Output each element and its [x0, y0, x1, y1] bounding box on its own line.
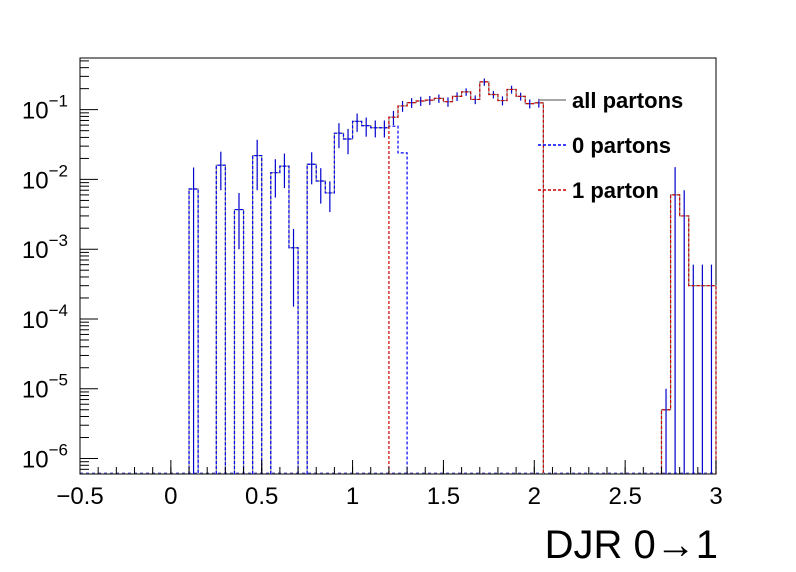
- y-tick-label: 10−6: [22, 441, 68, 474]
- plot-frame: [79, 57, 717, 475]
- x-tick-label: 2: [528, 483, 541, 510]
- series-step-line: [388, 81, 717, 474]
- legend: all partons 0 partons 1 parton: [538, 88, 683, 203]
- y-tick-label: 10−1: [22, 92, 68, 125]
- x-tick-label: 1: [346, 483, 359, 510]
- series-all-partons: [188, 78, 717, 474]
- series-step-line: [188, 120, 408, 474]
- x-tick-label: 0.5: [245, 483, 278, 510]
- legend-label: 0 partons: [572, 133, 671, 158]
- x-tick-label: 3: [709, 483, 722, 510]
- x-tick-label: −0.5: [56, 483, 103, 510]
- x-tick-label: 1.5: [427, 483, 460, 510]
- legend-label: 1 parton: [572, 178, 659, 203]
- x-tick-label: 0: [164, 483, 177, 510]
- y-tick-label: 10−3: [22, 231, 68, 264]
- series-0-partons: [188, 120, 408, 474]
- axis-layer: −0.5 0 0.5 1 1.5 2 2.5 3 10−6 10−5 10−4 10−3 10−2 10−…: [22, 60, 723, 510]
- series-layer: [80, 78, 717, 474]
- y-tick-label: 10−2: [22, 161, 68, 194]
- x-tick-label: 2.5: [608, 483, 641, 510]
- y-tick-label: 10−5: [22, 371, 68, 404]
- series-1-parton: [388, 81, 717, 474]
- y-tick-label: 10−4: [22, 301, 68, 334]
- legend-label: all partons: [572, 88, 683, 113]
- x-axis-title: DJR 0→1: [545, 523, 718, 567]
